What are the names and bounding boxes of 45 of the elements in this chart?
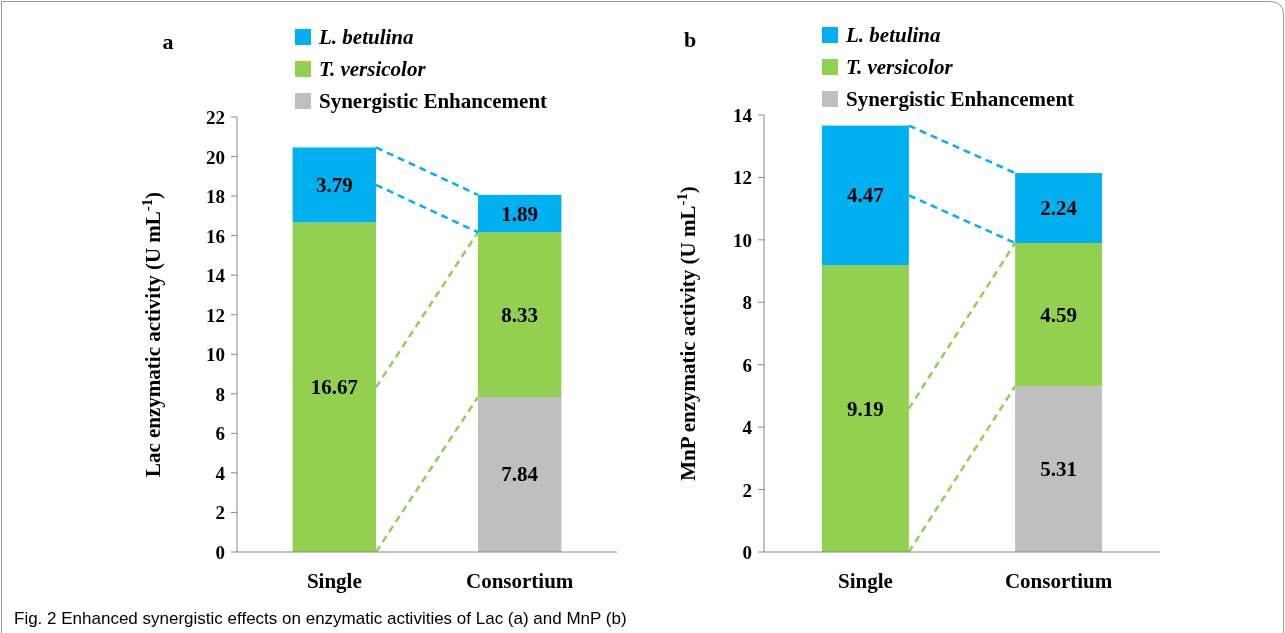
legend-label: T. versicolor xyxy=(846,55,954,79)
x-tick-label: Single xyxy=(306,569,362,593)
legend-label: Synergistic Enhancement xyxy=(319,89,548,113)
y-tick-label: 14 xyxy=(206,265,226,287)
data-label: 7.84 xyxy=(501,462,539,487)
y-tick-label: 12 xyxy=(206,304,225,326)
bar xyxy=(477,396,562,552)
x-tick-label: Single xyxy=(837,569,893,593)
y-tick-label: 10 xyxy=(206,344,225,366)
data-label: 1.89 xyxy=(501,201,539,226)
data-label: 16.67 xyxy=(310,375,358,400)
data-label: 5.31 xyxy=(1040,457,1077,482)
y-tick-label: 4 xyxy=(742,417,753,439)
data-label: 9.19 xyxy=(847,396,884,421)
chart-title: a xyxy=(162,29,174,54)
data-label: 4.59 xyxy=(1040,302,1077,327)
y-tick-label: 10 xyxy=(733,229,752,251)
legend-label: Synergistic Enhancement xyxy=(846,87,1075,111)
x-tick-label: Consortium xyxy=(466,569,574,593)
caption: Fig. 2 Enhanced synergistic effects on enzymatic activities of Lac (a) and MnP (b) xyxy=(14,609,627,628)
y-tick-label: 16 xyxy=(206,225,225,247)
y-tick-label: 2 xyxy=(215,502,225,524)
y-tick-label: 12 xyxy=(733,167,752,189)
y-tick-label: 4 xyxy=(215,462,226,484)
legend-label: L. betulina xyxy=(845,23,941,47)
y-tick-label: 20 xyxy=(206,146,225,168)
y-tick-label: 8 xyxy=(215,383,225,405)
data-label: 3.79 xyxy=(315,172,353,197)
x-tick-label: Consortium xyxy=(1004,569,1113,593)
y-tick-label: 14 xyxy=(733,105,753,126)
data-label: 8.33 xyxy=(501,302,539,327)
data-label: 4.47 xyxy=(847,183,884,208)
chart-title: b xyxy=(683,27,697,52)
legend-label: T. versicolor xyxy=(319,57,427,81)
data-label: 2.24 xyxy=(1040,196,1078,221)
y-tick-label: 6 xyxy=(742,354,752,376)
y-tick-label: 0 xyxy=(215,542,225,563)
bar xyxy=(1015,386,1103,552)
y-tick-label: 2 xyxy=(742,479,752,501)
y-tick-label: 8 xyxy=(742,292,752,314)
y-tick-label: 6 xyxy=(215,423,225,445)
legend-label: L. betulina xyxy=(318,25,414,49)
y-tick-label: 22 xyxy=(206,107,225,128)
y-tick-label: 0 xyxy=(742,542,752,563)
y-tick-label: 18 xyxy=(206,186,225,208)
